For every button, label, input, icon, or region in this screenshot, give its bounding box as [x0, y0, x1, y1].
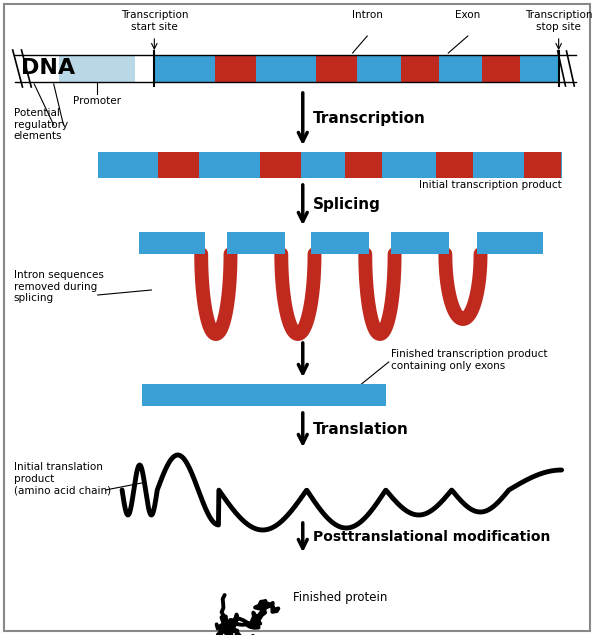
Text: Splicing: Splicing: [313, 197, 381, 213]
Bar: [401, 55, 438, 82]
Bar: [154, 55, 215, 82]
Text: Finished protein: Finished protein: [293, 591, 387, 603]
Bar: [472, 152, 523, 178]
Text: Translation: Translation: [313, 422, 409, 438]
Text: DNA: DNA: [21, 58, 75, 79]
Text: Intron: Intron: [352, 10, 382, 20]
Bar: [345, 152, 382, 178]
Bar: [438, 55, 483, 82]
Bar: [227, 232, 285, 254]
Bar: [301, 152, 345, 178]
Bar: [358, 55, 401, 82]
Bar: [142, 384, 386, 406]
Text: Promoter: Promoter: [73, 96, 121, 106]
Bar: [199, 152, 260, 178]
Bar: [139, 232, 205, 254]
Bar: [98, 152, 158, 178]
Text: Initial transcription product: Initial transcription product: [419, 180, 562, 190]
Bar: [561, 152, 562, 178]
Bar: [58, 55, 135, 82]
Bar: [29, 55, 58, 82]
Text: Intron sequences
removed during
splicing: Intron sequences removed during splicing: [13, 270, 103, 303]
Text: Initial translation
product
(amino acid chain): Initial translation product (amino acid …: [13, 462, 111, 495]
Bar: [215, 55, 256, 82]
Bar: [260, 152, 301, 178]
Bar: [435, 152, 472, 178]
Bar: [477, 232, 543, 254]
Bar: [382, 152, 435, 178]
Text: Transcription
stop site: Transcription stop site: [525, 10, 592, 32]
Bar: [311, 232, 369, 254]
Bar: [523, 152, 561, 178]
Text: Exon: Exon: [455, 10, 480, 20]
Text: Transcription
start site: Transcription start site: [120, 10, 188, 32]
Text: Potential
regulatory
elements: Potential regulatory elements: [13, 108, 68, 141]
Bar: [256, 55, 316, 82]
Bar: [391, 232, 449, 254]
Text: Posttranslational modification: Posttranslational modification: [313, 530, 550, 544]
Bar: [483, 55, 520, 82]
Text: Finished transcription product
containing only exons: Finished transcription product containin…: [391, 349, 547, 371]
Bar: [158, 152, 199, 178]
Text: Transcription: Transcription: [313, 112, 426, 126]
Bar: [135, 55, 154, 82]
Bar: [520, 55, 559, 82]
Bar: [316, 55, 358, 82]
